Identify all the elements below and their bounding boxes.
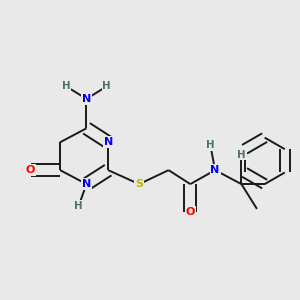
Text: N: N xyxy=(82,179,91,189)
Text: H: H xyxy=(102,82,111,92)
Text: H: H xyxy=(237,150,246,160)
Text: O: O xyxy=(26,165,35,175)
Text: H: H xyxy=(74,201,83,211)
Text: H: H xyxy=(62,82,70,92)
Text: S: S xyxy=(135,179,143,189)
Text: N: N xyxy=(211,165,220,175)
Text: N: N xyxy=(103,137,113,147)
Text: N: N xyxy=(82,94,91,104)
Text: H: H xyxy=(206,140,215,150)
Text: O: O xyxy=(186,207,195,217)
